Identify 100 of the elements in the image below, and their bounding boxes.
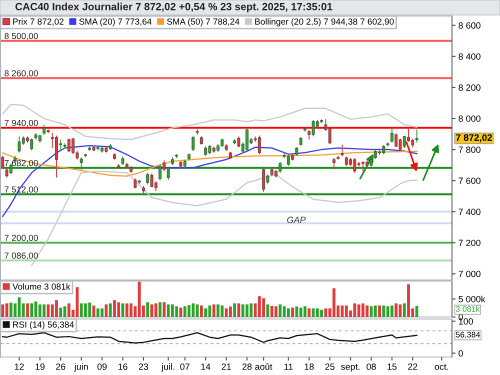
candlestick xyxy=(258,135,261,155)
bar xyxy=(250,303,253,317)
bar xyxy=(166,304,170,317)
bar xyxy=(200,305,203,317)
bar xyxy=(138,282,141,317)
candlestick xyxy=(353,158,356,174)
bar xyxy=(378,305,381,317)
bar xyxy=(332,288,336,317)
bar xyxy=(374,305,377,317)
bar xyxy=(220,305,224,317)
text: 3 081k xyxy=(456,306,480,312)
legend-label: SMA (20) 7 773,64 xyxy=(79,18,152,26)
bar xyxy=(130,303,132,317)
bar xyxy=(233,303,236,317)
candlestick xyxy=(415,128,418,144)
y-tick-label: 7 400 xyxy=(458,208,480,216)
bar xyxy=(308,308,311,317)
bar xyxy=(146,302,150,317)
candlestick xyxy=(208,144,212,155)
bar xyxy=(80,303,83,317)
y-tick-label: 0 xyxy=(458,350,463,357)
y-tick-label: 8 600 xyxy=(458,22,480,29)
candlestick xyxy=(340,144,344,158)
ref-line-label: 7 940,00 xyxy=(4,120,38,128)
x-tick-label: 14 xyxy=(201,364,210,370)
ref-line-label: 7 086,00 xyxy=(4,252,38,260)
bar xyxy=(117,302,120,317)
legend-label: Volume 3 081k xyxy=(12,283,70,290)
bar xyxy=(353,303,356,317)
bar xyxy=(390,305,394,317)
bar xyxy=(291,308,294,317)
candlestick xyxy=(55,135,58,178)
bar xyxy=(299,308,302,317)
x-tick-label: oct. xyxy=(434,364,448,370)
bar xyxy=(344,305,348,317)
x-tick-label: juil. xyxy=(161,363,174,372)
ref-line-label: 7 682,00 xyxy=(4,160,38,168)
ref-line-label: 8 500,00 xyxy=(4,32,38,40)
bar xyxy=(228,306,232,317)
bar xyxy=(258,296,261,317)
bar xyxy=(407,284,410,317)
candlestick xyxy=(67,138,70,152)
x-tick-label: 16 xyxy=(118,363,128,370)
x-tick-label: 21 xyxy=(222,363,231,370)
candlestick xyxy=(142,186,145,196)
candlestick xyxy=(394,132,398,148)
bar xyxy=(1,304,4,317)
candlestick xyxy=(402,136,406,148)
y-tick-label: 7 800 xyxy=(458,146,480,153)
candlestick xyxy=(398,138,402,152)
bar xyxy=(357,304,360,317)
bar xyxy=(270,306,274,317)
candlestick xyxy=(332,158,336,170)
bar xyxy=(274,306,278,317)
bar xyxy=(402,303,406,317)
x-tick-label: juin xyxy=(74,363,88,372)
candlestick xyxy=(374,149,377,160)
bar xyxy=(108,303,112,317)
candlestick xyxy=(278,161,282,174)
bar xyxy=(188,305,190,317)
x-tick-label: sept. xyxy=(341,364,360,372)
y-tick-label: 8 000 xyxy=(458,115,480,122)
y-tick-label: 7 600 xyxy=(458,178,480,184)
bar xyxy=(394,303,398,317)
x-tick-label: 18 xyxy=(304,363,314,370)
candlestick xyxy=(312,120,315,137)
candlestick xyxy=(158,164,162,182)
candlestick xyxy=(407,128,410,142)
legend-label: Prix 7 872,02 xyxy=(13,18,64,26)
x-tick-label: 22 xyxy=(408,363,418,370)
candlestick xyxy=(382,144,386,155)
candlestick xyxy=(72,137,75,155)
bar xyxy=(42,304,46,317)
candlestick xyxy=(192,136,195,152)
candlestick xyxy=(246,127,248,152)
x-tick-label: 28 xyxy=(242,363,252,370)
bar xyxy=(386,306,390,317)
bar xyxy=(192,303,195,317)
candlestick xyxy=(204,146,208,156)
x-tick-label: 11 xyxy=(284,364,293,370)
bar xyxy=(196,304,199,317)
bar xyxy=(96,308,100,317)
candlestick xyxy=(42,124,46,136)
bar xyxy=(59,308,62,317)
bar xyxy=(362,303,364,317)
candlestick xyxy=(30,138,34,151)
candlestick xyxy=(237,136,240,148)
bar xyxy=(55,300,58,317)
candlestick xyxy=(362,160,364,172)
ref-line-label: 7 200,00 xyxy=(4,234,38,242)
bar xyxy=(183,306,186,317)
y-tick-label: 100 xyxy=(458,318,473,325)
bar xyxy=(34,302,38,317)
y-tick-label: 8 400 xyxy=(458,53,480,60)
legend-label: Bollinger (20 2,5) 7 944,38 7 602,90 xyxy=(255,18,394,26)
bar xyxy=(204,308,208,317)
bar xyxy=(154,303,158,317)
x-tick-label: août xyxy=(255,363,272,370)
bar xyxy=(113,300,116,317)
x-tick-label: 08 xyxy=(366,363,376,370)
